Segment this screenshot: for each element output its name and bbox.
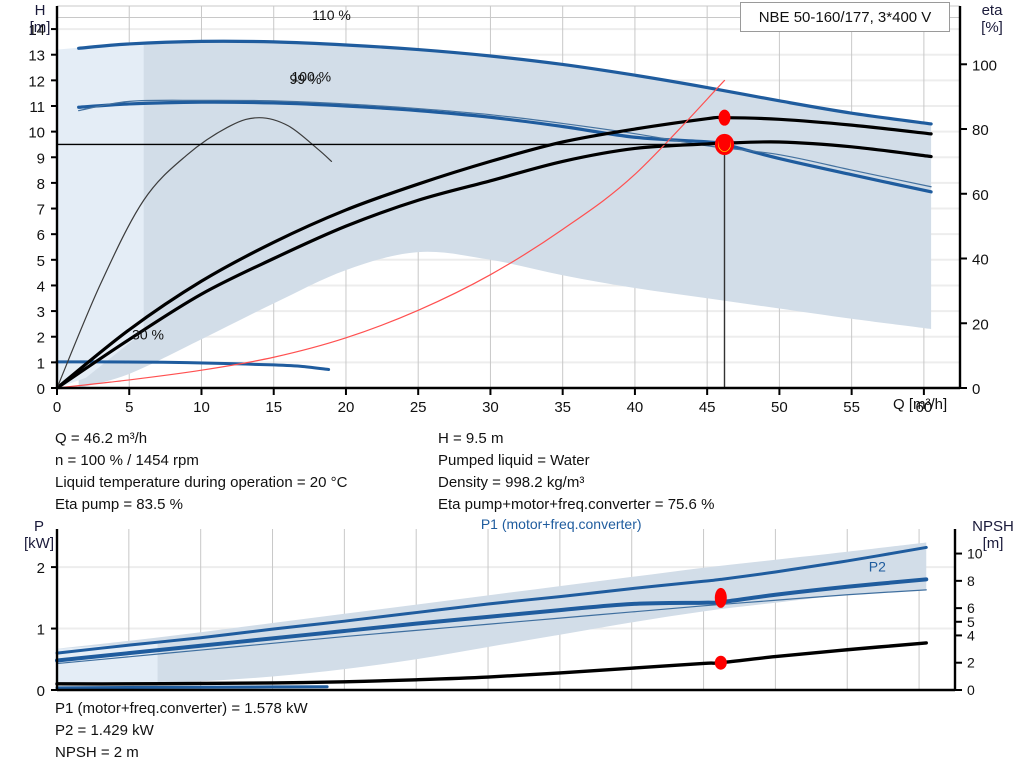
top-chart-y-tick-8: 8 (37, 176, 45, 193)
top-chart-x-tick-25: 25 (410, 399, 427, 416)
top-chart-y-tick-12: 12 (28, 73, 45, 90)
curve-h-110- (77, 39, 933, 126)
top-chart-annotation-2: 99 % (290, 71, 322, 87)
top-chart-y-tick-3: 3 (37, 304, 45, 321)
top-chart-x-tick-45: 45 (699, 399, 716, 416)
bottom-chart-y2-axis-label: NPSH [m] (972, 518, 1014, 552)
bottom-chart-y-tick-2: 2 (37, 560, 45, 577)
top-chart-y-tick-13: 13 (28, 48, 45, 65)
power-npsh-chart: 0 1 2 0 2 456 8 10 P1 (motor+freq.converter) P2 (37, 516, 983, 700)
top-chart-y-tick-9: 9 (37, 150, 45, 167)
top-chart-x-tick-20: 20 (338, 399, 355, 416)
curve-p-30- (55, 685, 329, 690)
power-info-line-0: P1 (motor+freq.converter) = 1.578 kW (55, 700, 308, 717)
top-chart-x-tick-40: 40 (627, 399, 644, 416)
top-chart-x-axis-label: Q [m³/h] (893, 396, 948, 413)
power-info-line-1: P2 = 1.429 kW (55, 722, 154, 739)
top-chart-y2-axis-label: eta [%] (981, 2, 1003, 36)
top-chart-left-wedge (57, 41, 144, 389)
curve-p2 (55, 577, 929, 663)
npsh-duty-marker[interactable] (714, 655, 727, 670)
bottom-chart-y-tick-0: 0 (37, 683, 45, 700)
duty-info-right-line-0: H = 9.5 m (438, 430, 504, 447)
top-chart-y-tick-1: 1 (37, 355, 45, 372)
duty-info-right-line-3: Eta pump+motor+freq.converter = 75.6 % (438, 496, 715, 513)
curve-h-100- (77, 100, 933, 194)
top-chart-y2-tick-20: 20 (972, 316, 989, 333)
top-chart-y-tick-11: 11 (29, 99, 45, 116)
top-chart-x-tick-15: 15 (265, 399, 282, 416)
top-chart-annotation-1: 100 % (291, 69, 331, 85)
eta-point-marker-0[interactable] (718, 109, 731, 126)
bottom-chart-power-envelope (57, 542, 927, 685)
curve-h-99- (78, 99, 932, 188)
duty-info-left-line-1: n = 100 % / 1454 rpm (55, 452, 199, 469)
top-chart-y-tick-5: 5 (37, 253, 45, 270)
bottom-chart-annotation-0: P1 (motor+freq.converter) (481, 516, 642, 532)
top-chart-annotation-3: 30 % (132, 326, 164, 342)
curve-eta-pump-100- (55, 115, 933, 390)
top-chart-y-tick-14: 14 (28, 22, 45, 39)
top-chart-y-tick-6: 6 (37, 227, 45, 244)
top-chart-y-tick-4: 4 (37, 278, 45, 295)
top-chart-x-tick-60: 60 (916, 399, 933, 416)
top-chart-x-tick-10: 10 (193, 399, 210, 416)
top-chart-y-tick-10: 10 (28, 125, 45, 142)
curve-p1-motor-freq-converter- (55, 545, 928, 655)
top-chart-y-axis-label: H [m] (29, 2, 51, 36)
top-chart-x-tick-0: 0 (53, 399, 61, 416)
top-chart-y2-tick-40: 40 (972, 252, 989, 269)
duty-info-left-line-2: Liquid temperature during operation = 20… (55, 474, 348, 491)
bottom-chart-annotation-1: P2 (869, 558, 886, 574)
top-chart-curves (55, 39, 933, 390)
top-chart-x-tick-35: 35 (554, 399, 571, 416)
top-chart-y2-tick-0: 0 (972, 381, 980, 398)
duty-info-right-line-1: Pumped liquid = Water (438, 452, 590, 469)
curve-h-30- (55, 360, 331, 372)
top-chart-y-tick-7: 7 (37, 202, 45, 219)
eta-point-marker-1[interactable] (718, 135, 731, 152)
bottom-chart-y-tick-1: 1 (37, 622, 45, 639)
top-chart-y2-tick-80: 80 (972, 122, 989, 139)
bottom-chart-y2-tick-2: 2 (967, 655, 975, 671)
power-duty-marker[interactable] (714, 587, 727, 608)
curve-power-red-p2-scaled- (56, 79, 726, 389)
top-chart-x-tick-55: 55 (843, 399, 860, 416)
duty-info-left-line-0: Q = 46.2 m³/h (55, 430, 148, 447)
power-info-line-2: NPSH = 2 m (55, 744, 139, 761)
bottom-chart-y2-tick-8: 8 (967, 573, 975, 589)
top-chart-y2-tick-60: 60 (972, 187, 989, 204)
top-chart-y-tick-2: 2 (37, 330, 45, 347)
top-chart-y2-tick-100: 100 (972, 57, 997, 74)
duty-info-left-line-3: Eta pump = 83.5 % (55, 496, 183, 513)
bottom-chart-y2-tick-6: 6 (967, 600, 975, 616)
bottom-chart-y2-tick-0: 0 (967, 682, 975, 698)
pump-title-text: NBE 50-160/177, 3*400 V (758, 8, 932, 26)
top-chart-x-tick-30: 30 (482, 399, 499, 416)
pump-title-box: NBE 50-160/177, 3*400 V (740, 2, 950, 32)
top-chart-x-tick-5: 5 (125, 399, 133, 416)
bottom-chart-y2-tick-10: 10 (967, 546, 983, 562)
curve-npsh (55, 641, 928, 686)
curve-eta-pump-motor-fc (55, 140, 933, 390)
duty-info-right-line-2: Density = 998.2 kg/m³ (438, 474, 585, 491)
bottom-chart-y-axis-label: P [kW] (24, 518, 54, 552)
bottom-chart-y2-tick-5: 5 (967, 614, 975, 630)
curve-eta-30- (56, 117, 333, 389)
top-chart-x-tick-50: 50 (771, 399, 788, 416)
top-chart-y-tick-0: 0 (37, 381, 45, 398)
curve-p-envelope-low (56, 589, 927, 665)
bottom-chart-y2-tick-4: 4 (967, 627, 975, 643)
bottom-chart-curves (55, 545, 929, 690)
top-chart-annotation-0: 110 % (312, 7, 351, 23)
